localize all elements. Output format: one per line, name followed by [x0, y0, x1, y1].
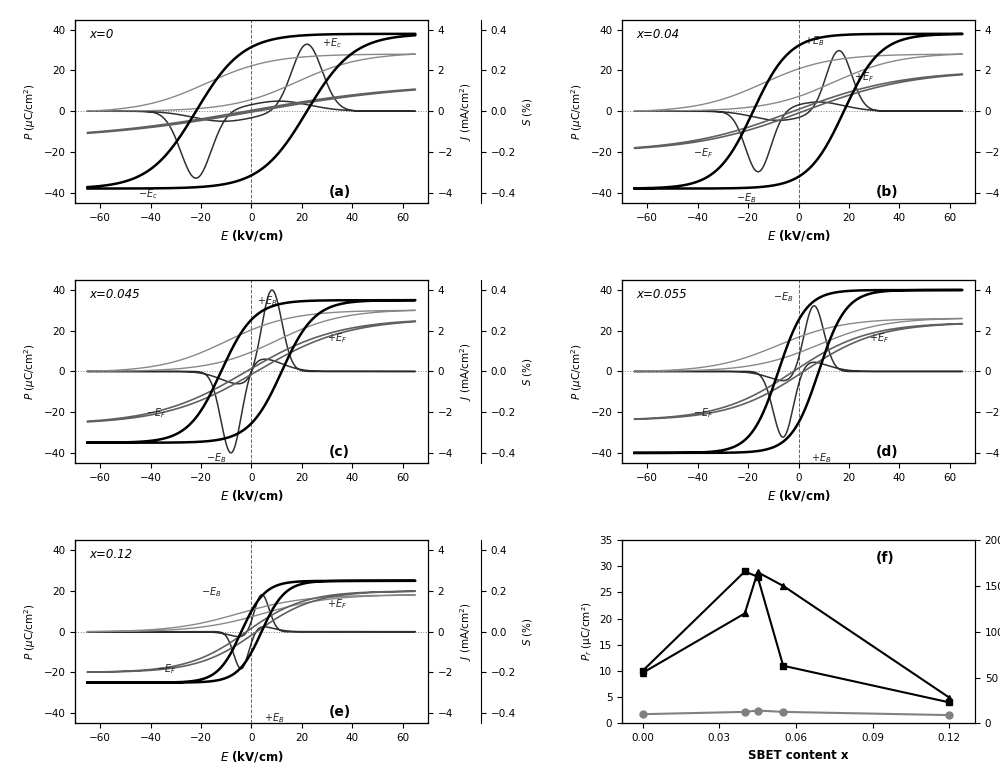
Text: $+E_c$: $+E_c$ [322, 36, 342, 50]
Text: $-E_F$: $-E_F$ [693, 146, 713, 160]
Text: $+E_F$: $+E_F$ [327, 597, 347, 611]
Y-axis label: $P$ ($\mu$C/cm$^2$): $P$ ($\mu$C/cm$^2$) [569, 83, 585, 140]
Text: (a): (a) [329, 185, 351, 199]
Text: (d): (d) [876, 445, 899, 459]
Text: (e): (e) [329, 705, 351, 719]
Text: $+E_B$: $+E_B$ [804, 34, 824, 48]
Y-axis label: $J$ (mA/cm$^2$): $J$ (mA/cm$^2$) [459, 82, 474, 141]
Text: x=0.055: x=0.055 [636, 288, 687, 301]
Text: $+E_F$: $+E_F$ [327, 331, 347, 345]
Text: $-E_c$: $-E_c$ [138, 187, 158, 200]
Y-axis label: $J$ (mA/cm$^2$): $J$ (mA/cm$^2$) [459, 342, 474, 401]
Text: x=0.12: x=0.12 [89, 548, 132, 561]
Text: $+E_F$: $+E_F$ [854, 70, 874, 84]
Text: $-E_B$: $-E_B$ [206, 451, 227, 465]
Text: $-E_B$: $-E_B$ [773, 290, 794, 304]
Text: x=0: x=0 [89, 28, 113, 41]
Y-axis label: $P$ ($\mu$C/cm$^2$): $P$ ($\mu$C/cm$^2$) [22, 343, 38, 400]
Y-axis label: $S$ (%): $S$ (%) [521, 617, 534, 646]
X-axis label: $E$ (kV/cm): $E$ (kV/cm) [220, 489, 283, 504]
Y-axis label: $S$ (%): $S$ (%) [521, 357, 534, 386]
Text: x=0.04: x=0.04 [636, 28, 679, 41]
Y-axis label: $P$ ($\mu$C/cm$^2$): $P$ ($\mu$C/cm$^2$) [22, 603, 38, 660]
Text: $-E_B$: $-E_B$ [201, 585, 222, 599]
Text: x=0.045: x=0.045 [89, 288, 140, 301]
X-axis label: $E$ (kV/cm): $E$ (kV/cm) [767, 228, 830, 243]
Y-axis label: $P_r$ (μC/cm²): $P_r$ (μC/cm²) [580, 602, 594, 662]
Text: $+E_F$: $+E_F$ [869, 331, 889, 345]
Y-axis label: $S$ (%): $S$ (%) [521, 97, 534, 126]
Y-axis label: $P$ ($\mu$C/cm$^2$): $P$ ($\mu$C/cm$^2$) [22, 83, 38, 140]
Text: $+E_B$: $+E_B$ [257, 294, 277, 308]
X-axis label: $E$ (kV/cm): $E$ (kV/cm) [220, 228, 283, 243]
Text: $+E_B$: $+E_B$ [811, 451, 832, 465]
Text: (f): (f) [876, 551, 895, 565]
Text: $-E_F$: $-E_F$ [156, 662, 176, 676]
X-axis label: $E$ (kV/cm): $E$ (kV/cm) [767, 489, 830, 504]
Text: $-E_B$: $-E_B$ [736, 191, 756, 205]
Text: $-E_F$: $-E_F$ [693, 407, 713, 420]
Text: $-E_F$: $-E_F$ [146, 407, 166, 420]
X-axis label: $E$ (kV/cm): $E$ (kV/cm) [220, 748, 283, 764]
X-axis label: SBET content x: SBET content x [748, 748, 849, 762]
Y-axis label: $P$ ($\mu$C/cm$^2$): $P$ ($\mu$C/cm$^2$) [569, 343, 585, 400]
Text: $+E_B$: $+E_B$ [264, 712, 285, 725]
Text: (b): (b) [876, 185, 899, 199]
Y-axis label: $J$ (mA/cm$^2$): $J$ (mA/cm$^2$) [459, 602, 474, 661]
Text: (c): (c) [329, 445, 350, 459]
